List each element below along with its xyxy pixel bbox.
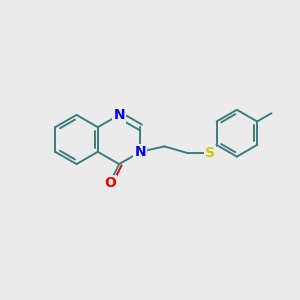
Text: O: O — [104, 176, 116, 190]
Text: N: N — [135, 145, 146, 159]
Text: N: N — [113, 108, 125, 122]
Text: S: S — [205, 146, 215, 160]
